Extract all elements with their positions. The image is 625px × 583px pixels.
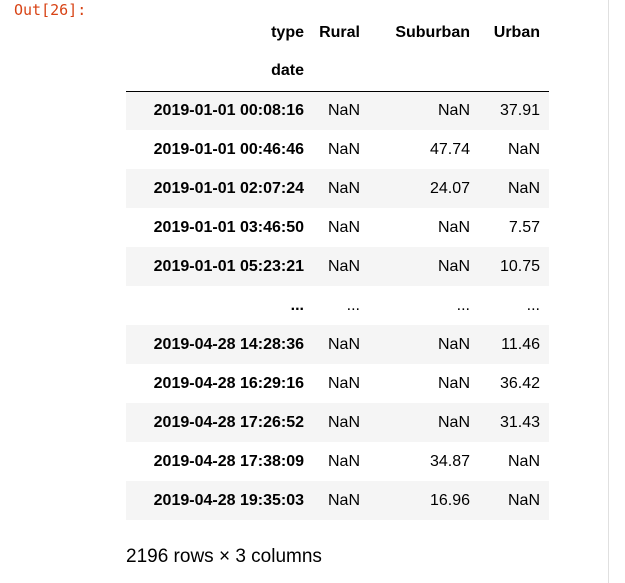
cell-urban: 36.42 (499, 374, 540, 392)
cell-urban: ... (526, 296, 540, 314)
row-index: 2019-01-01 00:08:16 (153, 101, 304, 119)
cell-urban: 7.57 (508, 218, 540, 236)
row-index: 2019-01-01 05:23:21 (153, 257, 304, 275)
cell-suburban: NaN (437, 257, 470, 275)
cell-rural: NaN (327, 452, 360, 470)
cell-rural: NaN (327, 491, 360, 509)
cell-rural: NaN (327, 374, 360, 392)
index-name-blank (313, 52, 369, 91)
row-index: 2019-01-01 00:46:46 (153, 140, 304, 158)
row-index: 2019-04-28 17:38:09 (153, 452, 304, 470)
cell-suburban: 34.87 (429, 452, 470, 470)
cell-suburban: 16.96 (429, 491, 470, 509)
table-row: 2019-04-28 19:35:03 NaN 16.96 NaN (126, 481, 549, 520)
table-row-ellipsis: ... ... ... ... (126, 286, 549, 325)
row-index: 2019-04-28 19:35:03 (153, 491, 304, 509)
cell-urban: NaN (507, 452, 540, 470)
table-body: 2019-01-01 00:08:16 NaN NaN 37.91 2019-0… (126, 91, 549, 520)
cell-urban: 11.46 (501, 335, 540, 353)
cell-rural: NaN (327, 335, 360, 353)
cell-rural: NaN (327, 413, 360, 431)
row-index: 2019-01-01 03:46:50 (153, 218, 304, 236)
row-index: 2019-01-01 02:07:24 (153, 179, 304, 197)
table-row: 2019-01-01 00:08:16 NaN NaN 37.91 (126, 91, 549, 130)
row-index: 2019-04-28 17:26:52 (153, 413, 304, 431)
table-header: type Rural Suburban Urban date (126, 13, 549, 91)
columns-header-label: type (271, 23, 304, 41)
cell-suburban: 24.07 (429, 179, 470, 197)
cell-rural: NaN (327, 218, 360, 236)
cell-suburban: ... (456, 296, 470, 314)
table-row: 2019-01-01 03:46:50 NaN NaN 7.57 (126, 208, 549, 247)
column-names-row: type Rural Suburban Urban (126, 13, 549, 52)
table-row: 2019-01-01 00:46:46 NaN 47.74 NaN (126, 130, 549, 169)
column-header-suburban: Suburban (395, 23, 470, 41)
table-row: 2019-04-28 16:29:16 NaN NaN 36.42 (126, 364, 549, 403)
cell-suburban: 47.74 (429, 140, 470, 158)
output-area-divider (608, 0, 609, 583)
dataframe-table: type Rural Suburban Urban date 2019-01-0… (126, 13, 549, 520)
cell-urban: NaN (507, 179, 540, 197)
row-index: ... (290, 296, 304, 314)
row-index: 2019-04-28 14:28:36 (153, 335, 304, 353)
cell-urban: 37.91 (499, 101, 540, 119)
cell-urban: NaN (507, 140, 540, 158)
cell-rural: ... (346, 296, 360, 314)
index-name-blank (479, 52, 549, 91)
output-prompt: Out[26]: (14, 1, 87, 19)
cell-rural: NaN (327, 140, 360, 158)
cell-suburban: NaN (437, 218, 470, 236)
column-header-urban: Urban (493, 23, 540, 41)
index-name-blank (369, 52, 479, 91)
table-row: 2019-04-28 17:38:09 NaN 34.87 NaN (126, 442, 549, 481)
dataframe-shape-summary: 2196 rows × 3 columns (126, 546, 322, 567)
table-row: 2019-04-28 17:26:52 NaN NaN 31.43 (126, 403, 549, 442)
cell-urban: NaN (507, 491, 540, 509)
table-row: 2019-04-28 14:28:36 NaN NaN 11.46 (126, 325, 549, 364)
cell-urban: 10.75 (499, 257, 540, 275)
index-name-label: date (271, 62, 304, 80)
cell-rural: NaN (327, 179, 360, 197)
cell-rural: NaN (327, 101, 360, 119)
index-name-row: date (126, 52, 549, 91)
cell-suburban: NaN (437, 413, 470, 431)
cell-suburban: NaN (437, 374, 470, 392)
table-row: 2019-01-01 05:23:21 NaN NaN 10.75 (126, 247, 549, 286)
column-header-rural: Rural (319, 23, 360, 41)
row-index: 2019-04-28 16:29:16 (153, 374, 304, 392)
cell-rural: NaN (327, 257, 360, 275)
cell-suburban: NaN (437, 335, 470, 353)
table-row: 2019-01-01 02:07:24 NaN 24.07 NaN (126, 169, 549, 208)
cell-suburban: NaN (437, 101, 470, 119)
cell-urban: 31.43 (499, 413, 540, 431)
